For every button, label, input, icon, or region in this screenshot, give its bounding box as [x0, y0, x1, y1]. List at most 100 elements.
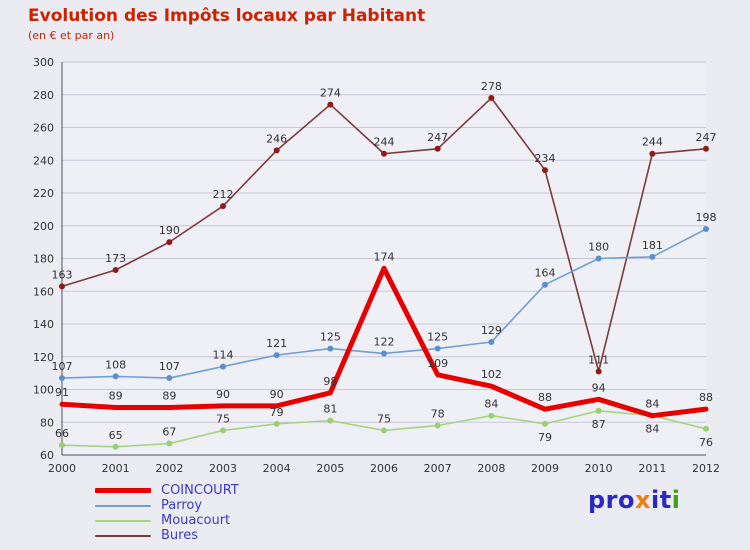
- marker-Parroy: [273, 352, 280, 359]
- logo-letter: x: [635, 486, 651, 514]
- data-label-Bures: 274: [320, 87, 341, 100]
- marker-Parroy: [166, 375, 173, 382]
- x-tick-label: 2008: [477, 462, 505, 475]
- proxiti-logo: proxiti: [588, 486, 680, 514]
- marker-Parroy: [703, 226, 709, 233]
- x-tick-label: 2006: [370, 462, 398, 475]
- data-label-Bures: 173: [105, 252, 126, 265]
- legend-label: Bures: [161, 528, 198, 543]
- data-label-Mouacourt: 84: [484, 398, 498, 411]
- data-label-Mouacourt: 65: [109, 429, 123, 442]
- data-label-COINCOURT: 94: [592, 381, 606, 394]
- legend-label: Parroy: [161, 498, 203, 513]
- marker-Parroy: [327, 345, 334, 352]
- data-label-Parroy: 107: [52, 360, 73, 373]
- legend-label: COINCOURT: [161, 483, 239, 498]
- y-tick-label: 160: [33, 285, 54, 298]
- y-tick-label: 220: [33, 187, 54, 200]
- data-label-Bures: 111: [588, 353, 609, 366]
- data-label-Mouacourt: 75: [377, 412, 391, 425]
- x-tick-label: 2009: [531, 462, 559, 475]
- data-label-Bures: 244: [374, 136, 395, 149]
- marker-Mouacourt: [703, 425, 709, 432]
- data-label-Bures: 246: [266, 132, 287, 145]
- y-tick-label: 300: [33, 56, 54, 69]
- marker-Bures: [703, 145, 709, 152]
- marker-Mouacourt: [327, 417, 334, 424]
- data-label-Mouacourt: 81: [323, 403, 337, 416]
- marker-Bures: [112, 266, 119, 273]
- legend-swatch: [95, 488, 151, 493]
- y-tick-label: 260: [33, 122, 54, 135]
- data-label-COINCOURT: 84: [645, 398, 659, 411]
- legend-swatch: [95, 519, 151, 522]
- marker-Mouacourt: [542, 420, 548, 427]
- logo-letter: pro: [588, 486, 636, 514]
- legend-swatch: [95, 504, 151, 507]
- data-label-COINCOURT: 88: [538, 391, 552, 404]
- marker-Bures: [381, 150, 387, 157]
- data-label-Mouacourt: 76: [699, 436, 713, 449]
- data-label-Mouacourt: 87: [592, 418, 606, 431]
- data-label-Parroy: 125: [320, 331, 341, 344]
- marker-Bures: [59, 283, 65, 290]
- data-label-Bures: 247: [696, 131, 717, 144]
- y-tick-label: 100: [33, 384, 54, 397]
- data-label-Mouacourt: 67: [162, 426, 176, 439]
- x-tick-label: 2004: [263, 462, 291, 475]
- data-label-COINCOURT: 90: [216, 388, 230, 401]
- legend-label: Mouacourt: [161, 513, 231, 528]
- marker-Parroy: [59, 375, 65, 382]
- data-label-Bures: 163: [52, 268, 73, 281]
- x-tick-label: 2011: [638, 462, 666, 475]
- y-tick-label: 140: [33, 318, 54, 331]
- marker-Parroy: [488, 339, 495, 346]
- marker-Mouacourt: [595, 407, 602, 414]
- data-label-COINCOURT: 98: [323, 375, 337, 388]
- data-label-Bures: 190: [159, 224, 180, 237]
- marker-Bures: [273, 147, 280, 154]
- data-label-Bures: 212: [213, 188, 234, 201]
- logo-letter: it: [651, 486, 672, 514]
- marker-Mouacourt: [488, 412, 495, 419]
- x-tick-label: 2012: [692, 462, 720, 475]
- marker-Parroy: [595, 255, 602, 262]
- chart-subtitle: (en € et par an): [28, 29, 115, 42]
- marker-Parroy: [542, 281, 548, 288]
- marker-Mouacourt: [112, 443, 119, 450]
- marker-Mouacourt: [273, 420, 280, 427]
- data-label-Bures: 247: [427, 131, 448, 144]
- chart-title: Evolution des Impôts locaux par Habitant: [28, 6, 426, 26]
- x-tick-label: 2001: [102, 462, 130, 475]
- marker-Parroy: [381, 350, 387, 357]
- data-label-COINCOURT: 89: [162, 390, 176, 403]
- y-tick-label: 60: [40, 449, 54, 462]
- data-label-Parroy: 107: [159, 360, 180, 373]
- marker-Bures: [649, 150, 656, 157]
- marker-Mouacourt: [59, 442, 65, 449]
- legend-item-coincourt: COINCOURT: [95, 484, 239, 497]
- marker-Mouacourt: [381, 427, 387, 434]
- x-tick-label: 2005: [316, 462, 344, 475]
- series-line-COINCOURT: [59, 265, 709, 419]
- data-label-COINCOURT: 90: [270, 388, 284, 401]
- data-label-COINCOURT: 88: [699, 391, 713, 404]
- data-label-Bures: 234: [535, 152, 556, 165]
- marker-Bures: [166, 239, 173, 246]
- data-label-Parroy: 164: [535, 267, 556, 280]
- marker-Bures: [434, 145, 441, 152]
- marker-Bures: [595, 368, 602, 375]
- data-label-Mouacourt: 84: [645, 423, 659, 436]
- marker-Parroy: [434, 345, 441, 352]
- marker-Mouacourt: [166, 440, 173, 447]
- data-label-Parroy: 198: [696, 211, 717, 224]
- data-label-Mouacourt: 75: [216, 412, 230, 425]
- data-label-Parroy: 129: [481, 324, 502, 337]
- x-tick-label: 2003: [209, 462, 237, 475]
- marker-Bures: [327, 101, 334, 108]
- logo-letter: i: [671, 486, 681, 514]
- data-label-COINCOURT: 102: [481, 368, 502, 381]
- data-label-Mouacourt: 78: [431, 408, 445, 421]
- marker-Parroy: [649, 253, 656, 260]
